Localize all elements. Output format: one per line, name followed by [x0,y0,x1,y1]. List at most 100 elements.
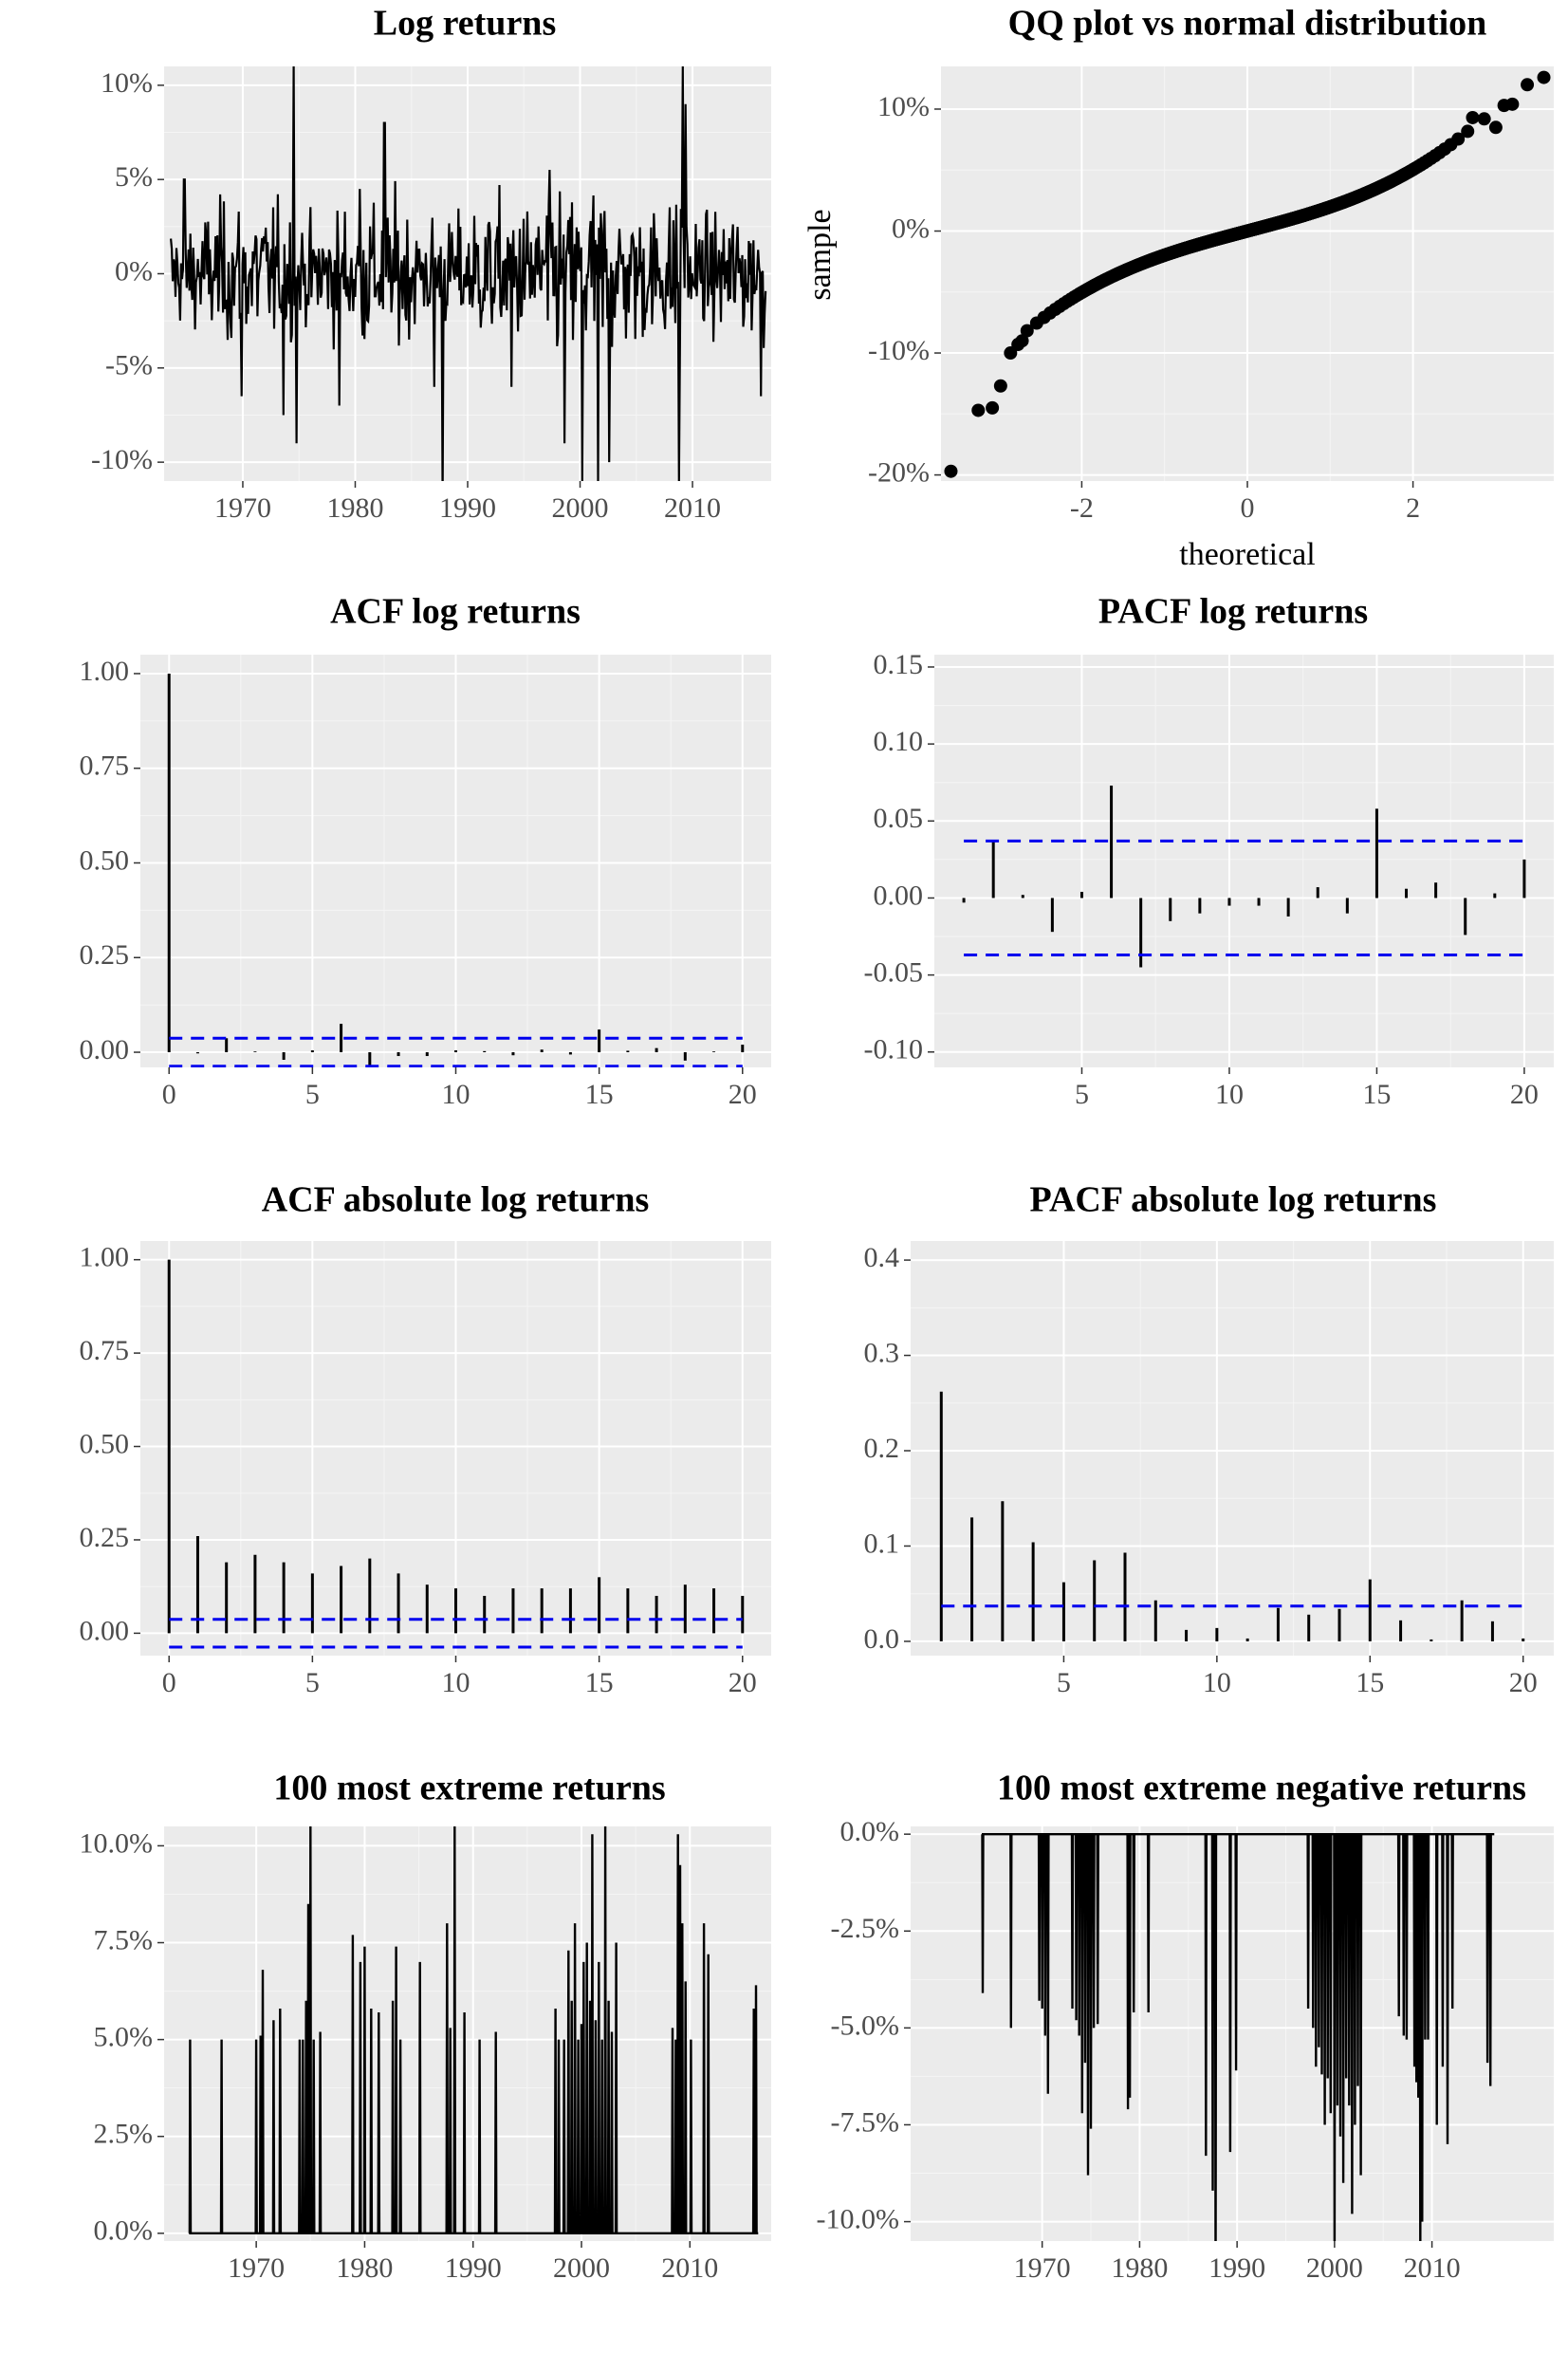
qq-point [1521,78,1535,92]
qq-point [1488,120,1503,135]
y-tick-label: 0.00 [874,880,924,911]
y-tick-label: 0.75 [80,1335,130,1366]
x-tick-label: 1990 [445,2252,502,2284]
y-tick-label: 0.75 [80,750,130,782]
data-layer [962,785,1526,968]
x-tick-label: 2 [1406,492,1420,524]
qq-point [1451,132,1466,146]
chart-pacf-log-returns: PACF log returns 5 10 15 20 -0.10 -0.05 0.00 0.0… [864,592,1554,1110]
chart-title: PACF absolute log returns [1030,1180,1437,1220]
x-tick-label: 10 [442,1079,470,1110]
panel-background [911,1826,1554,2241]
x-tick-label: 1990 [439,492,496,524]
qq-point [1505,97,1520,111]
x-tick-label: 1980 [1111,2252,1168,2284]
y-tick-label: -10.0% [817,2203,899,2234]
x-tick-label: 20 [1510,1079,1539,1110]
y-tick-label: 0.10 [874,726,924,757]
qq-point [1466,110,1480,124]
y-tick-label: 0.50 [80,844,130,876]
y-tick-label: 10.0% [80,1827,154,1859]
x-tick-label: 20 [1509,1667,1538,1698]
y-tick-label: 0.25 [80,1522,130,1553]
x-tick-label: 15 [585,1079,614,1110]
y-tick-label: -0.05 [864,957,924,989]
x-tick-label: 1970 [228,2252,285,2284]
chart-title: PACF log returns [1098,592,1368,632]
chart-pacf-absolute-log-returns: PACF absolute log returns 5 10 15 20 0.0 0.1 0.… [864,1180,1554,1698]
y-tick-label: -2.5% [831,1913,899,1944]
qq-point [1477,112,1491,126]
x-tick-label: 20 [729,1079,757,1110]
data-layer [944,70,1551,478]
x-tick-label: 2000 [1306,2252,1363,2284]
y-tick-label: 0.2 [864,1433,900,1464]
chart-log-returns: Log returns 1970 1980 1990 2000 2010 -10% -5% 0%… [91,4,771,524]
chart-title: 100 most extreme returns [273,1769,665,1808]
chart-title: QQ plot vs normal distribution [1008,4,1487,44]
y-tick-label: 0.0 [864,1623,900,1655]
chart-extreme-negative-returns: 100 most extreme negative returns 1970 198… [817,1769,1554,2284]
x-tick-label: 2010 [661,2252,718,2284]
y-tick-label: 0.0% [840,1816,900,1847]
y-tick-label: 0.15 [874,649,924,680]
y-tick-label: 0.00 [80,1034,130,1065]
y-tick-label: 0.05 [874,803,924,834]
y-tick-label: 0.00 [80,1615,130,1646]
x-tick-label: 5 [1057,1667,1071,1698]
chart-title: ACF absolute log returns [262,1180,650,1220]
y-tick-label: 0.4 [864,1242,900,1273]
qq-point [986,400,1000,415]
panel-background [164,1826,771,2241]
qq-point [944,464,958,478]
x-tick-label: 0 [162,1079,176,1110]
y-tick-label: 0.25 [80,939,130,971]
y-tick-label: -5.0% [831,2010,899,2041]
y-tick-label: 0% [115,255,153,287]
x-tick-label: 1980 [326,492,383,524]
y-tick-label: -0.10 [864,1034,924,1065]
qq-point [1015,334,1029,348]
y-tick-label: 7.5% [94,1924,154,1955]
y-tick-label: -10% [91,444,153,475]
data-layer [167,1259,745,1649]
y-tick-label: -10% [868,335,930,366]
chart-qq-plot: QQ plot vs normal distribution -2 0 2 -20% -1… [802,4,1554,572]
data-layer [170,66,767,481]
qq-point [1004,346,1018,361]
x-tick-label: 5 [305,1667,320,1698]
chart-title: 100 most extreme negative returns [997,1769,1526,1808]
qq-point [971,403,986,417]
data-layer [167,673,745,1067]
x-tick-label: 1970 [214,492,271,524]
series-line [981,1833,1495,2241]
x-tick-label: -2 [1070,492,1094,524]
y-tick-label: -20% [868,456,930,488]
y-tick-label: 2.5% [94,2119,154,2150]
y-tick-label: -7.5% [831,2106,899,2138]
x-tick-label: 10 [1203,1667,1231,1698]
x-axis-title: theoretical [1179,537,1315,572]
x-tick-label: 2000 [553,2252,610,2284]
data-layer [939,1391,1525,1641]
x-tick-label: 0 [162,1667,176,1698]
qq-point [1020,324,1034,338]
y-tick-label: 1.00 [80,656,130,687]
chart-title: ACF log returns [330,592,581,632]
x-tick-label: 10 [442,1667,470,1698]
y-tick-label: 0.1 [864,1528,900,1559]
x-tick-label: 15 [585,1667,614,1698]
y-tick-label: 5.0% [94,2022,154,2053]
qq-point [1537,70,1551,84]
x-tick-label: 1990 [1208,2252,1265,2284]
x-tick-label: 15 [1356,1667,1384,1698]
x-tick-label: 1970 [1014,2252,1071,2284]
x-tick-label: 20 [729,1667,757,1698]
y-tick-label: 0.3 [864,1337,900,1368]
qq-point [1461,124,1475,139]
x-tick-label: 2010 [664,492,721,524]
data-layer [188,1826,759,2234]
chart-title: Log returns [374,4,556,44]
x-tick-label: 10 [1215,1079,1244,1110]
